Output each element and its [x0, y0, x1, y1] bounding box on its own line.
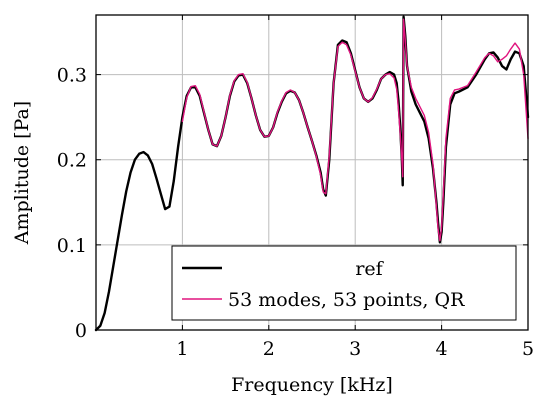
tick-marks [96, 15, 529, 331]
x-tick-label: 3 [349, 338, 361, 360]
legend-box [171, 245, 517, 321]
x-axis-label: Frequency [kHz] [231, 374, 393, 396]
x-tick-label: 2 [263, 338, 275, 360]
legend-label-ref: ref [355, 258, 384, 280]
x-tick-label: 4 [436, 338, 448, 360]
legend: ref 53 modes, 53 points, QR [171, 245, 517, 321]
y-axis-label: Amplitude [Pa] [11, 101, 33, 245]
y-tick-label: 0.2 [57, 150, 87, 172]
plot-frame [95, 14, 529, 331]
x-tick-label: 1 [176, 338, 188, 360]
series-layer [94, 15, 530, 332]
x-tick-label: 5 [522, 338, 534, 360]
series-qr-line [181, 18, 529, 242]
y-tick-label: 0.1 [57, 235, 87, 257]
legend-label-qr: 53 modes, 53 points, QR [228, 289, 465, 311]
tick-labels: 1 2 3 4 5 0 0.1 0.2 0.3 [57, 65, 534, 360]
y-tick-label: 0.3 [57, 65, 87, 87]
y-tick-label: 0 [75, 320, 87, 342]
